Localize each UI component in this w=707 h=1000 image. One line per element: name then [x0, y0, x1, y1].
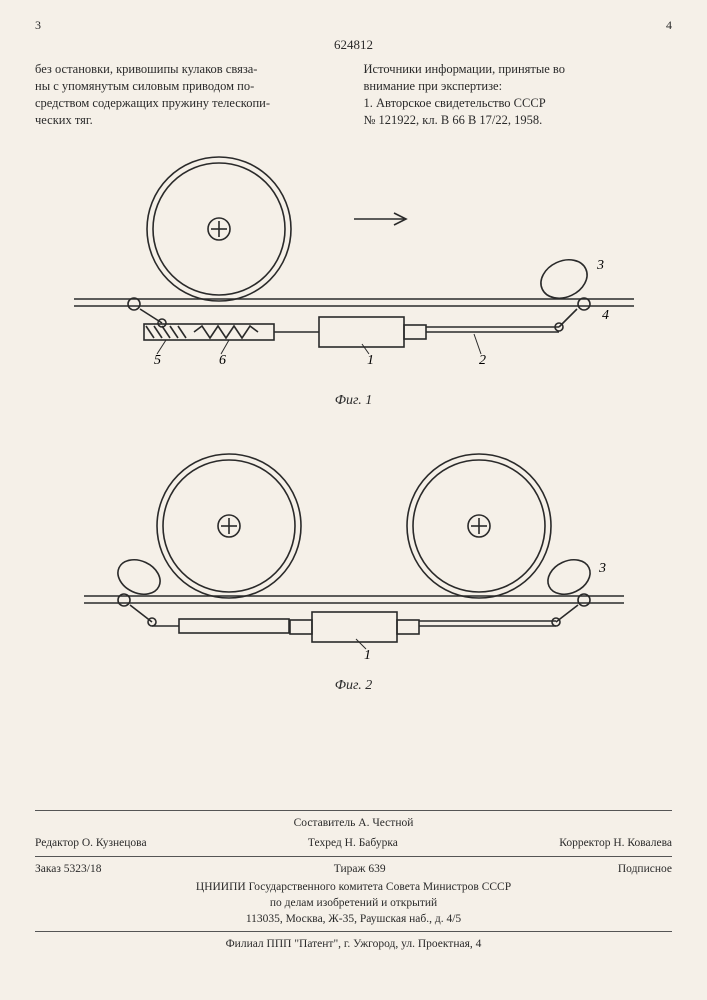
fig1-caption: Фиг. 1 — [35, 393, 672, 409]
fig2-caption: Фиг. 2 — [35, 678, 672, 694]
figure-1: 3 4 2 1 6 5 Фиг. 1 — [35, 149, 672, 409]
footer: Составитель А. Честной Редактор О. Кузне… — [35, 806, 672, 952]
corrector-name: Н. Ковалева — [613, 837, 672, 849]
subscription: Подписное — [618, 861, 672, 877]
tech-name: Н. Бабурка — [345, 837, 398, 849]
right-column: Источники информации, принятые во вниман… — [364, 61, 673, 129]
fig1-label-6: 6 — [219, 353, 226, 368]
fig1-label-2: 2 — [479, 353, 486, 368]
tech-label: Техред — [308, 837, 342, 849]
publisher-line3: 113035, Москва, Ж-35, Раушская наб., д. … — [35, 911, 672, 927]
patent-number: 624812 — [35, 37, 672, 53]
fig1-label-3: 3 — [596, 258, 604, 273]
compiler-name: А. Честной — [358, 817, 413, 829]
editor-label: Редактор — [35, 837, 79, 849]
fig2-label-1: 1 — [364, 648, 371, 663]
fig1-label-1: 1 — [367, 353, 374, 368]
left-column: без остановки, кривошипы кулаков связа- … — [35, 61, 344, 129]
body-text: без остановки, кривошипы кулаков связа- … — [35, 61, 672, 129]
compiler-label: Составитель — [294, 817, 356, 829]
corrector-label: Корректор — [559, 837, 610, 849]
print-run: Тираж 639 — [334, 861, 386, 877]
col-num-left: 3 — [35, 18, 41, 33]
fig1-label-4: 4 — [602, 308, 609, 323]
col-num-right: 4 — [666, 18, 672, 33]
order-number: Заказ 5323/18 — [35, 861, 102, 877]
publisher-line2: по делам изобретений и открытий — [35, 895, 672, 911]
fig2-label-3: 3 — [598, 561, 606, 576]
fig1-label-5: 5 — [154, 353, 161, 368]
figure-2: 3 1 Фиг. 2 — [35, 444, 672, 694]
branch-line: Филиал ППП "Патент", г. Ужгород, ул. Про… — [35, 936, 672, 952]
editor-name: О. Кузнецова — [82, 837, 147, 849]
publisher-line1: ЦНИИПИ Государственного комитета Совета … — [35, 879, 672, 895]
